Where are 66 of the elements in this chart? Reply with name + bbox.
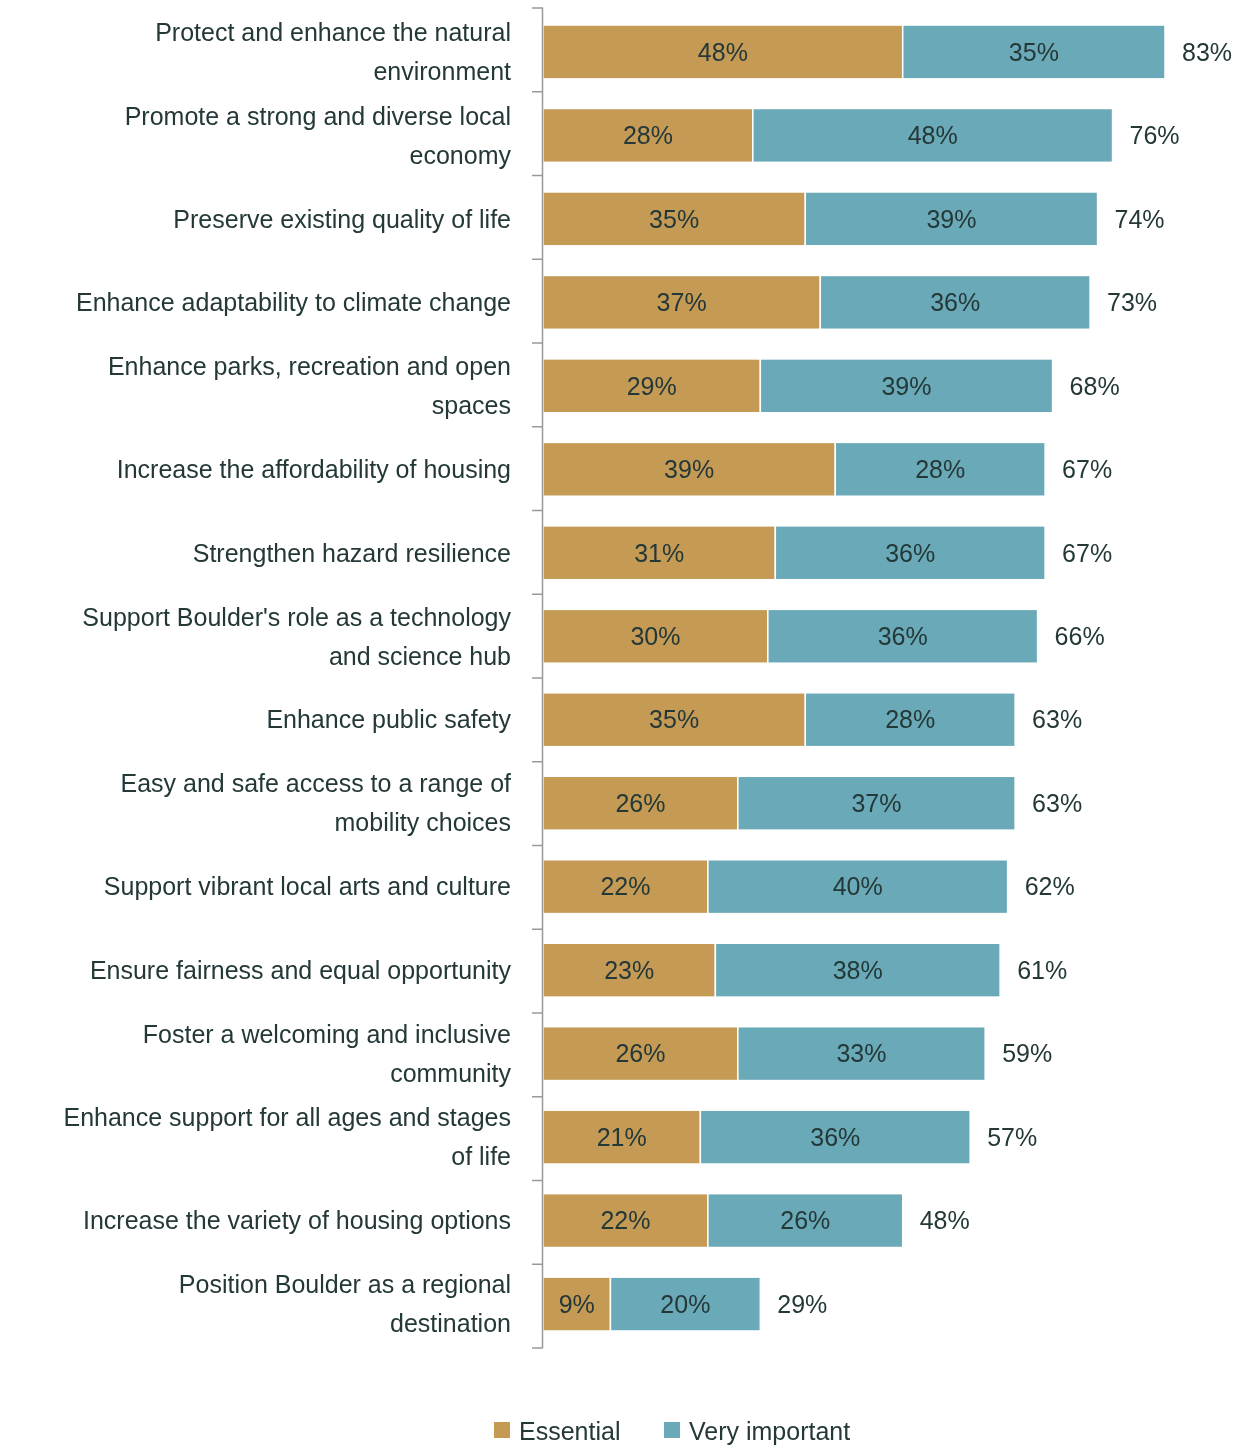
- y-tick-label: Position Boulder as a regional destination: [178, 1270, 511, 1338]
- data-label: 36%: [810, 1122, 861, 1151]
- data-label: 28%: [622, 121, 673, 150]
- data-label: 26%: [780, 1206, 831, 1235]
- total-label: 29%: [777, 1289, 828, 1318]
- data-label: 39%: [926, 204, 977, 233]
- y-tick-label: Preserve existing quality of life: [173, 204, 511, 233]
- data-label: 48%: [697, 37, 748, 66]
- data-label: 39%: [881, 371, 932, 400]
- total-label: 63%: [1032, 788, 1083, 817]
- data-label: 30%: [630, 622, 681, 651]
- data-label: 31%: [634, 538, 685, 567]
- data-label: 22%: [600, 1206, 651, 1235]
- data-label: 40%: [832, 872, 883, 901]
- y-tick-label: Increase the affordability of housing: [116, 455, 511, 484]
- total-label: 67%: [1062, 538, 1113, 567]
- data-label: 29%: [626, 371, 677, 400]
- y-tick-label: Promote a strong and diverse local economy: [124, 101, 512, 169]
- legend-label: Essential: [519, 1416, 621, 1445]
- y-tick-label: Strengthen hazard resilience: [192, 538, 511, 567]
- data-label: 36%: [885, 538, 936, 567]
- data-label: 26%: [615, 788, 666, 817]
- total-label: 74%: [1114, 204, 1165, 233]
- y-tick-label: Support vibrant local arts and culture: [103, 872, 511, 901]
- data-label: 35%: [1008, 37, 1059, 66]
- y-tick-label: Protect and enhance the natural environment: [155, 18, 512, 86]
- total-label: 61%: [1017, 955, 1068, 984]
- total-label: 48%: [919, 1206, 970, 1235]
- data-label: 38%: [832, 955, 883, 984]
- data-label: 23%: [604, 955, 655, 984]
- total-label: 57%: [987, 1122, 1038, 1151]
- data-label: 28%: [915, 455, 966, 484]
- data-label: 37%: [851, 788, 902, 817]
- total-label: 76%: [1129, 121, 1180, 150]
- total-label: 66%: [1054, 622, 1105, 651]
- data-label: 35%: [649, 204, 700, 233]
- data-label: 48%: [907, 121, 958, 150]
- data-label: 39%: [664, 455, 715, 484]
- data-label: 26%: [615, 1039, 666, 1068]
- data-label: 36%: [877, 622, 928, 651]
- y-tick-label: Increase the variety of housing options: [82, 1206, 511, 1235]
- data-label: 9%: [558, 1289, 595, 1318]
- y-tick-label: Foster a welcoming and inclusive community: [142, 1019, 512, 1087]
- total-label: 63%: [1032, 705, 1083, 734]
- data-label: 33%: [836, 1039, 887, 1068]
- y-tick-label: Enhance support for all ages and stages of life: [63, 1103, 511, 1171]
- y-tick-label: Enhance public safety: [266, 705, 512, 734]
- total-label: 62%: [1024, 872, 1075, 901]
- data-label: 36%: [930, 288, 981, 317]
- data-label: 21%: [596, 1122, 647, 1151]
- total-label: 73%: [1107, 288, 1158, 317]
- y-tick-label: Ensure fairness and equal opportunity: [89, 955, 512, 984]
- total-label: 67%: [1062, 455, 1113, 484]
- total-label: 83%: [1182, 37, 1233, 66]
- data-label: 22%: [600, 872, 651, 901]
- legend-label: Very important: [689, 1416, 851, 1445]
- data-label: 28%: [885, 705, 936, 734]
- total-label: 68%: [1069, 371, 1120, 400]
- data-label: 20%: [660, 1289, 711, 1318]
- y-tick-label: Enhance adaptability to climate change: [75, 288, 511, 317]
- y-tick-label: Easy and safe access to a range of mobility choices: [120, 769, 512, 837]
- data-label: 35%: [649, 705, 700, 734]
- y-tick-label: Support Boulder's role as a technology and science hub: [82, 602, 512, 670]
- y-tick-label: Enhance parks, recreation and open spaces: [107, 352, 511, 420]
- data-label: 37%: [656, 288, 707, 317]
- total-label: 59%: [1002, 1039, 1053, 1068]
